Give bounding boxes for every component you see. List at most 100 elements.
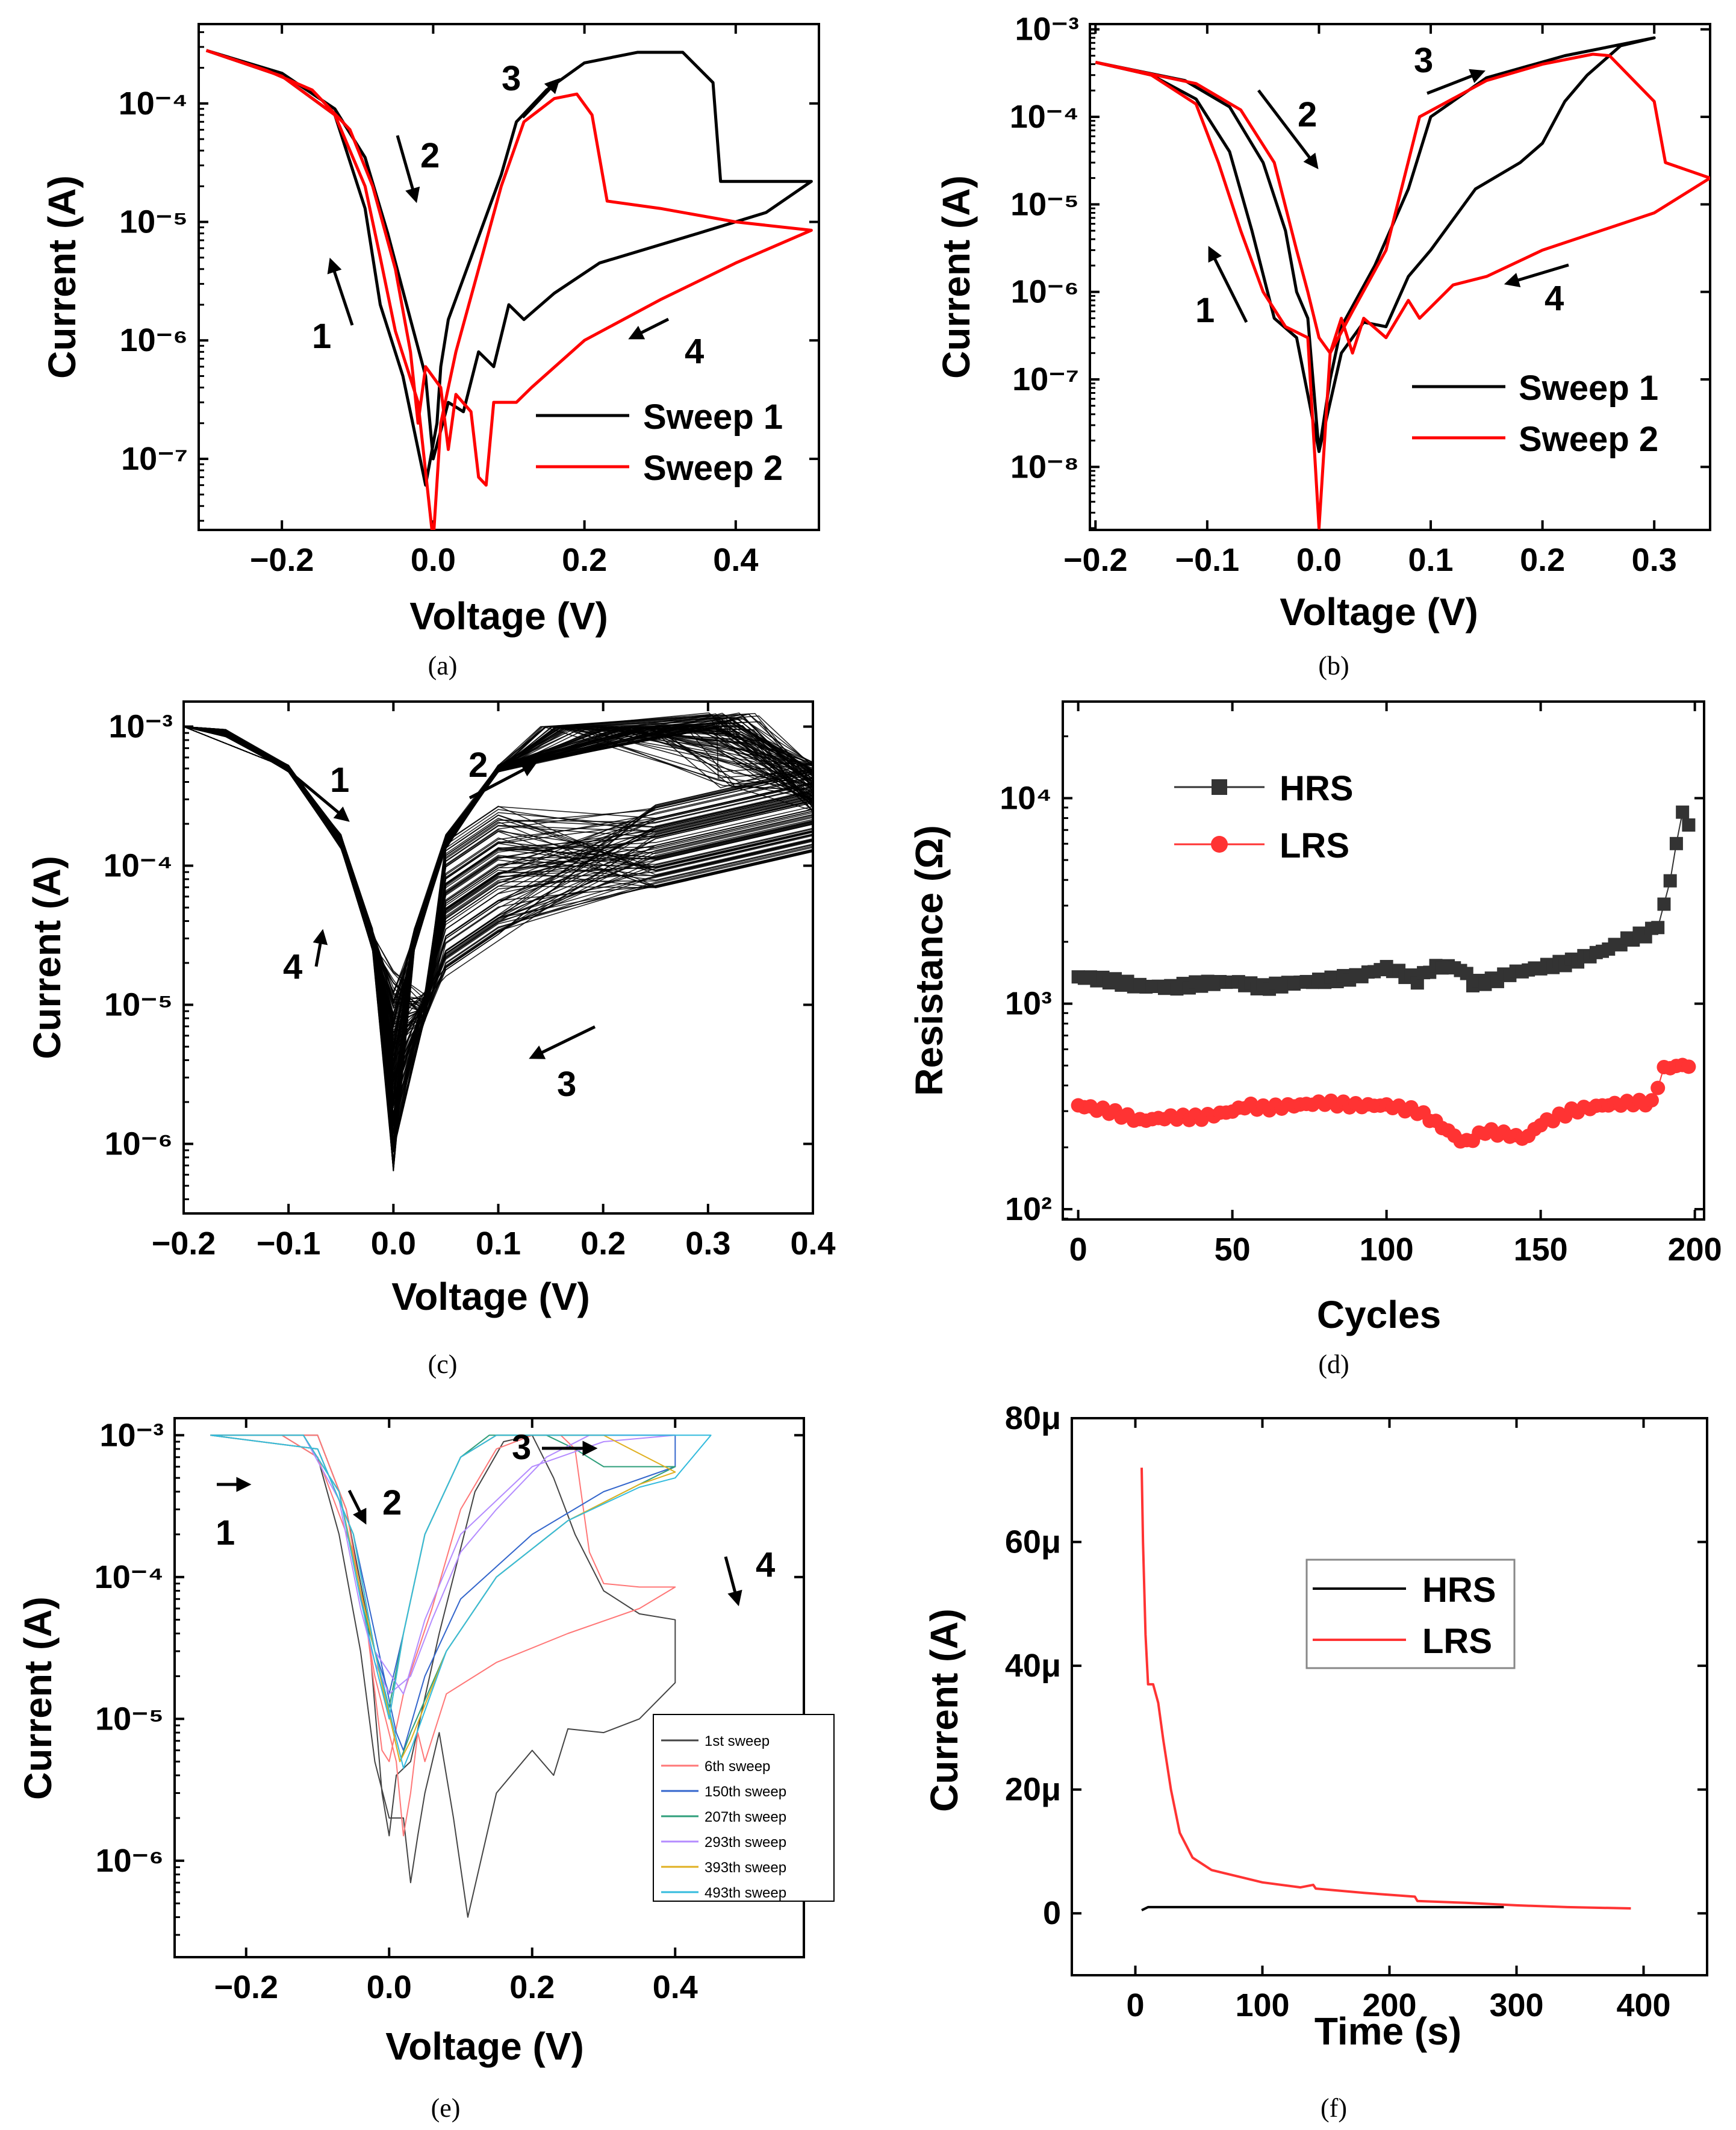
annotation-1: 1 — [1195, 291, 1215, 330]
annotation-2: 2 — [420, 136, 440, 175]
y-tick-label: 40μ — [1005, 1648, 1061, 1684]
legend-label-hrs: HRS — [1422, 1571, 1496, 1610]
y-ticks: 10² 10³ 10⁴ — [1000, 735, 1704, 1227]
x-axis-label: Cycles — [1317, 1293, 1441, 1336]
hrs-point — [1663, 874, 1677, 888]
hrs-point — [1410, 976, 1424, 990]
annotation-2: 2 — [1298, 95, 1317, 134]
series-line-393th-sweep — [210, 1434, 676, 1763]
hrs-point — [1682, 818, 1696, 832]
legend-marker-lrs — [1211, 836, 1228, 853]
x-tick-label: 0.0 — [1296, 542, 1342, 578]
hrs-point — [1669, 836, 1683, 850]
y-ticks: 10⁻⁷ 10⁻⁶ 10⁻⁵ 10⁻⁴ — [119, 31, 819, 522]
x-tick-label: 0.0 — [371, 1225, 416, 1262]
annotation-4: 4 — [685, 332, 704, 371]
arrow-3 — [529, 1025, 596, 1059]
panel-caption: (c) — [428, 1350, 458, 1379]
hrs-point — [1657, 897, 1671, 911]
annotation-3: 3 — [502, 59, 521, 98]
legend: 1st sweep 6th sweep 150th sweep 207th sweep… — [653, 1714, 835, 1902]
y-tick-label: 10⁻⁶ — [120, 322, 188, 358]
y-axis-label: Current (A) — [25, 856, 69, 1059]
y-ticks: 10⁻⁸ 10⁻⁷ 10⁻⁶ 10⁻⁵ 10⁻⁴ 10⁻³ — [1010, 11, 1710, 529]
y-tick-label: 10⁻⁶ — [1011, 274, 1079, 310]
lrs-point — [1644, 1093, 1659, 1108]
cycle-line — [184, 720, 813, 1170]
y-ticks: 10⁻⁶ 10⁻⁵ 10⁻⁴ 10⁻³ — [104, 709, 813, 1200]
series-line-sweep-1 — [205, 49, 813, 487]
y-tick-label: 10⁻³ — [108, 709, 173, 745]
x-ticks: −0.2 −0.1 0.0 0.1 0.2 0.3 — [1063, 24, 1677, 578]
arrow-2 — [396, 135, 420, 204]
x-tick-label: 0.1 — [476, 1225, 521, 1262]
annotation-2: 2 — [382, 1483, 402, 1522]
x-tick-label: 0.0 — [411, 542, 456, 578]
x-tick-label: −0.1 — [1175, 542, 1240, 578]
legend-label: 1st sweep — [705, 1733, 770, 1749]
annotation-1: 1 — [312, 317, 331, 356]
x-tick-label: 0.2 — [580, 1225, 626, 1262]
panel-b: 10⁻⁸ 10⁻⁷ 10⁻⁶ 10⁻⁵ 10⁻⁴ 10⁻³ −0.2 −0.1 0.0 0.1 0… — [935, 11, 1711, 680]
x-ticks: −0.2 −0.1 0.0 0.1 0.2 0.3 0.4 — [152, 702, 836, 1262]
legend-label-sweep-2: Sweep 2 — [1519, 420, 1658, 459]
panel-caption: (a) — [428, 651, 458, 680]
legend-label-lrs: LRS — [1280, 826, 1349, 865]
annotation-4: 4 — [283, 947, 302, 986]
legend-label-sweep-1: Sweep 1 — [643, 397, 783, 437]
x-tick-label: −0.2 — [250, 542, 314, 578]
x-ticks: −0.2 0.0 0.2 0.4 — [214, 1418, 698, 2005]
x-tick-label: 0.0 — [367, 1969, 412, 2005]
series-line-lrs — [1140, 1468, 1631, 1910]
series-line-1st-sweep — [210, 1434, 676, 1918]
x-tick-label: 0 — [1126, 1987, 1144, 2023]
annotation-1: 1 — [216, 1513, 235, 1552]
legend-label: 293th sweep — [705, 1834, 786, 1851]
x-tick-label: 0.2 — [1520, 542, 1565, 578]
x-tick-label: 300 — [1489, 1987, 1543, 2023]
x-tick-label: −0.2 — [1063, 542, 1128, 578]
y-tick-label: 10⁻⁶ — [105, 1126, 173, 1162]
legend-label: 207th sweep — [705, 1809, 786, 1825]
y-tick-label: 20μ — [1005, 1772, 1061, 1808]
cycle-line — [184, 720, 813, 1141]
x-tick-label: 200 — [1668, 1232, 1722, 1268]
y-tick-label: 10⁻³ — [99, 1417, 164, 1453]
annotation-3: 3 — [557, 1065, 576, 1104]
annotation-3: 3 — [1414, 41, 1433, 80]
cycle-line — [184, 726, 813, 1068]
legend-marker-hrs — [1212, 779, 1227, 795]
y-tick-label: 10⁻⁵ — [119, 204, 188, 240]
plot-frame — [198, 23, 820, 531]
legend-label-hrs: HRS — [1280, 769, 1353, 808]
panel-caption: (d) — [1318, 1350, 1349, 1379]
panel-a: 10⁻⁷ 10⁻⁶ 10⁻⁵ 10⁻⁴ −0.2 0.0 0.2 0.4 Current (… — [40, 23, 820, 680]
y-tick-label: 10⁻⁴ — [95, 1559, 164, 1595]
series-group — [210, 1434, 712, 1918]
series-line-hrs — [1141, 1905, 1504, 1911]
panel-c: 10⁻⁶ 10⁻⁵ 10⁻⁴ 10⁻³ −0.2 −0.1 0.0 0.1 0.2 0.3 0.4… — [25, 700, 836, 1379]
y-axis-label: Current (A) — [16, 1596, 60, 1800]
y-tick-label: 10⁻⁸ — [1010, 449, 1079, 485]
y-axis-label: Resistance (Ω) — [907, 825, 951, 1096]
lrs-point — [1650, 1080, 1666, 1095]
y-ticks: 0 20μ 40μ 60μ 80μ — [1005, 1400, 1707, 1931]
panel-caption: (e) — [431, 2093, 461, 2123]
annotations: 1 2 3 4 — [216, 1428, 775, 1607]
y-tick-label: 10³ — [1005, 986, 1052, 1022]
legend-label: 150th sweep — [705, 1784, 786, 1800]
series-group — [1140, 1468, 1631, 1911]
legend-label-sweep-2: Sweep 2 — [643, 449, 783, 488]
hrs-point — [1676, 805, 1690, 819]
x-tick-label: 0.3 — [1632, 542, 1677, 578]
x-axis-label: Voltage (V) — [385, 2025, 584, 2068]
annotation-4: 4 — [1545, 279, 1564, 318]
annotations: 1 2 3 4 — [1195, 41, 1569, 330]
arrow-4 — [724, 1556, 742, 1607]
x-tick-label: −0.2 — [214, 1969, 278, 2005]
series-group — [1071, 805, 1696, 1149]
series-line-sweep-2 — [205, 49, 813, 530]
y-tick-label: 0 — [1043, 1895, 1061, 1931]
annotation-2: 2 — [468, 746, 488, 785]
